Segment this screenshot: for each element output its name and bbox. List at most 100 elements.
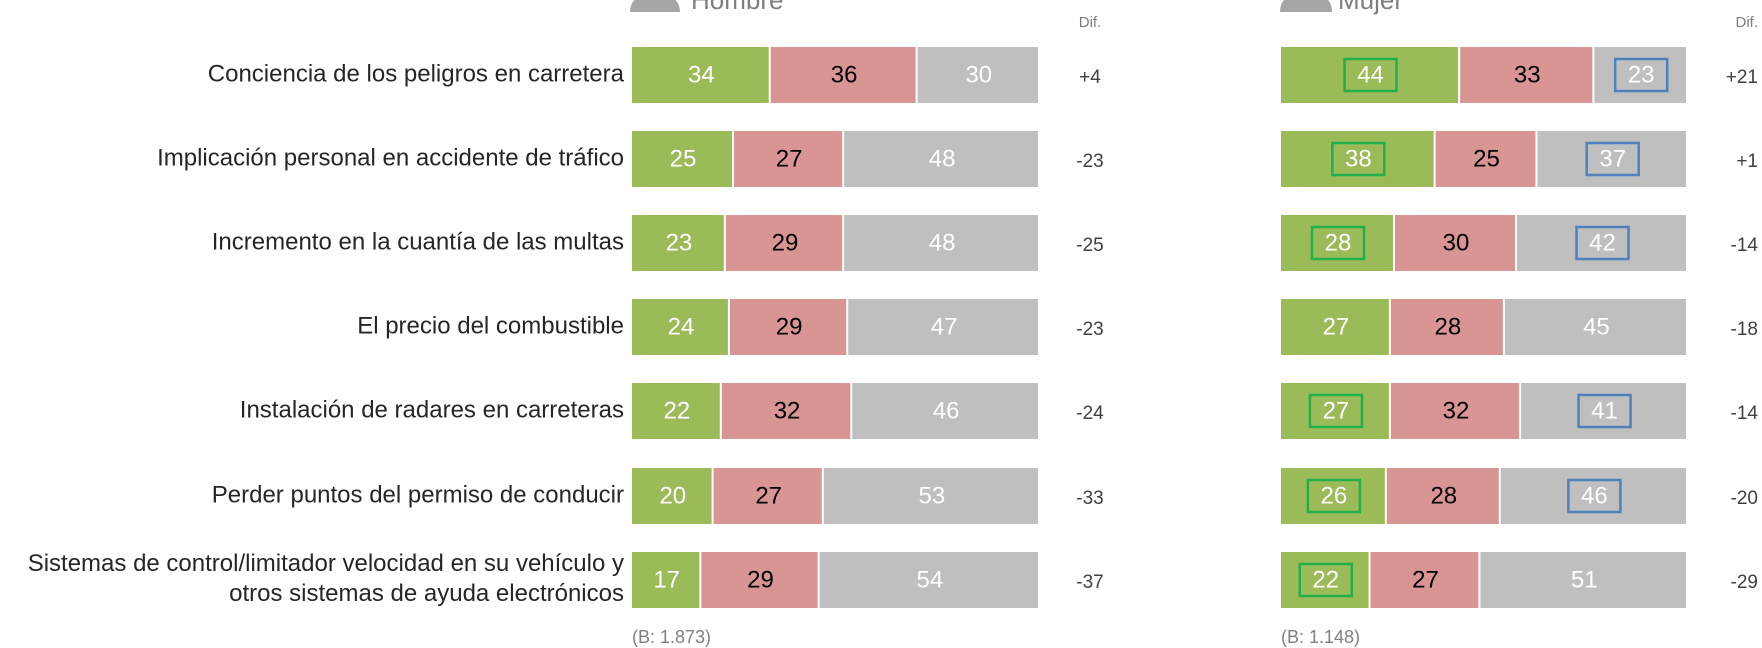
panel-title: Hombre xyxy=(691,0,783,15)
bar-segment xyxy=(844,215,1038,271)
bar-segment xyxy=(1394,215,1516,271)
bar-segment xyxy=(1281,383,1389,439)
bar-segment xyxy=(844,131,1038,187)
value-label: 17 xyxy=(653,566,680,593)
difference-label: +1 xyxy=(1736,151,1758,172)
bar-segment xyxy=(721,383,851,439)
bar-segment xyxy=(1281,47,1459,103)
value-label: 28 xyxy=(1325,229,1352,256)
bar-segment xyxy=(729,299,847,355)
value-label: 22 xyxy=(664,397,691,424)
value-label: 37 xyxy=(1599,145,1626,172)
bar-segment xyxy=(1281,552,1369,608)
bar-segment xyxy=(632,47,769,103)
value-label: 28 xyxy=(1435,313,1462,340)
highlight-box xyxy=(1585,141,1640,177)
difference-label: -23 xyxy=(1076,319,1103,340)
bar-segment xyxy=(632,215,724,271)
category-label: Sistemas de control/limitador velocidad … xyxy=(28,550,624,607)
value-label: 30 xyxy=(965,61,992,88)
difference-label: -25 xyxy=(1076,235,1103,256)
bar-segment xyxy=(1500,468,1686,524)
bar-segment xyxy=(1460,47,1593,103)
value-label: 27 xyxy=(755,482,782,509)
value-label: 34 xyxy=(688,61,715,88)
value-label: 41 xyxy=(1591,397,1618,424)
panel-title: Mujer xyxy=(1338,0,1403,15)
value-label: 48 xyxy=(929,229,956,256)
difference-label: -14 xyxy=(1731,235,1759,256)
bar-segment xyxy=(1386,468,1499,524)
category-label: El precio del combustible xyxy=(357,312,624,339)
difference-label: -24 xyxy=(1076,403,1104,424)
highlight-box xyxy=(1331,141,1386,177)
difference-header: Dif. xyxy=(1736,14,1759,31)
value-label: 44 xyxy=(1357,61,1384,88)
bar-segment xyxy=(734,131,843,187)
highlight-box xyxy=(1298,562,1354,598)
value-label: 27 xyxy=(1412,566,1439,593)
value-label: 48 xyxy=(929,145,956,172)
value-label: 54 xyxy=(916,566,943,593)
base-note: (B: 1.873) xyxy=(632,627,711,647)
value-label: 32 xyxy=(774,397,801,424)
bar-segment xyxy=(1281,131,1434,187)
bar-segment xyxy=(701,552,818,608)
highlight-box xyxy=(1306,478,1362,514)
bar-segment xyxy=(1504,299,1686,355)
value-label: 51 xyxy=(1571,566,1598,593)
difference-label: -29 xyxy=(1731,572,1758,593)
value-label: 22 xyxy=(1312,566,1339,593)
value-label: 20 xyxy=(659,482,686,509)
value-label: 25 xyxy=(1473,145,1500,172)
bar-segment xyxy=(1281,468,1385,524)
difference-label: -33 xyxy=(1076,488,1103,509)
bar-segment xyxy=(1594,47,1686,103)
value-label: 38 xyxy=(1345,145,1372,172)
difference-label: +21 xyxy=(1726,67,1758,88)
bar-segment xyxy=(848,299,1038,355)
bar-segment xyxy=(1517,215,1686,271)
bar-segment xyxy=(819,552,1038,608)
bar-segment xyxy=(823,468,1038,524)
bar-segment xyxy=(1390,383,1520,439)
bar-segment xyxy=(713,468,822,524)
difference-label: -18 xyxy=(1731,319,1758,340)
highlight-box xyxy=(1343,57,1398,93)
bar-segment xyxy=(1521,383,1686,439)
bar-segment xyxy=(1370,552,1479,608)
value-label: 29 xyxy=(772,229,799,256)
difference-label: -14 xyxy=(1731,403,1759,424)
value-label: 32 xyxy=(1443,397,1470,424)
highlight-box xyxy=(1613,57,1669,93)
bar-segment xyxy=(1390,299,1503,355)
bar-segment xyxy=(917,47,1038,103)
value-label: 29 xyxy=(776,313,803,340)
value-label: 25 xyxy=(670,145,697,172)
highlight-box xyxy=(1575,225,1630,261)
value-label: 46 xyxy=(933,397,960,424)
category-label: Perder puntos del permiso de conducir xyxy=(212,481,624,508)
value-label: 47 xyxy=(931,313,958,340)
bar-segment xyxy=(1537,131,1686,187)
highlight-box xyxy=(1310,225,1366,261)
value-label: 23 xyxy=(1628,61,1655,88)
value-label: 27 xyxy=(776,145,803,172)
highlight-box xyxy=(1308,393,1364,429)
value-label: 36 xyxy=(831,61,858,88)
bar-segment xyxy=(632,468,712,524)
bar-segment xyxy=(1480,552,1686,608)
value-label: 26 xyxy=(1321,482,1348,509)
value-label: 53 xyxy=(919,482,946,509)
bar-segment xyxy=(1281,299,1389,355)
bar-segment xyxy=(1281,215,1393,271)
difference-label: -23 xyxy=(1076,151,1103,172)
difference-label: -37 xyxy=(1076,572,1103,593)
bar-segment xyxy=(632,383,720,439)
bar-segment xyxy=(632,131,732,187)
bar-segment xyxy=(852,383,1038,439)
value-label: 24 xyxy=(668,313,695,340)
highlight-box xyxy=(1577,393,1632,429)
bar-segment xyxy=(725,215,843,271)
